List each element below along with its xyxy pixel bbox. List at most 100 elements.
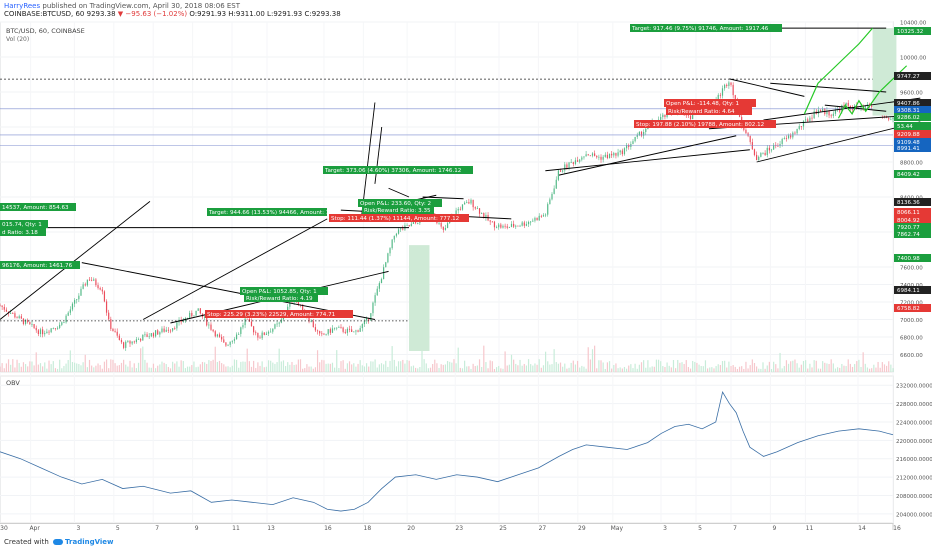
candle-body <box>52 328 54 330</box>
volume-bar <box>455 363 457 372</box>
candle-body <box>408 224 410 227</box>
volume-bar <box>466 366 468 372</box>
candle-body <box>478 208 481 214</box>
price-tick-label-12: 10400.00 <box>900 21 927 27</box>
price-tick-label-1: 6800.00 <box>900 336 923 342</box>
volume-bar <box>137 362 140 372</box>
candle-body <box>753 149 756 155</box>
candle-body <box>474 207 476 209</box>
volume-bar <box>438 367 440 372</box>
author-link[interactable]: HarryRees <box>4 2 41 10</box>
trend-line <box>142 218 328 320</box>
volume-bar <box>67 360 69 372</box>
candle-body <box>628 145 630 147</box>
volume-bar <box>651 366 653 372</box>
candle-body <box>470 199 472 204</box>
candle-body <box>549 199 551 205</box>
candle-body <box>14 313 16 318</box>
volume-bar <box>724 360 726 372</box>
candle-body <box>811 117 813 119</box>
candle-body <box>355 330 357 332</box>
candle-body <box>163 328 165 332</box>
volume-bar <box>687 367 689 372</box>
price-label-9: 8409.42 <box>897 172 920 178</box>
candle-body <box>73 300 76 304</box>
candle-body <box>133 341 135 343</box>
price-label-box-7 <box>894 138 931 146</box>
candle-body <box>608 153 611 159</box>
volume-bar <box>664 367 666 372</box>
price-label-box-3 <box>894 106 931 114</box>
candle-body <box>127 341 129 342</box>
volume-bar <box>280 361 282 372</box>
volume-bar <box>291 361 293 372</box>
volume-bar <box>46 368 48 372</box>
volume-bar <box>615 363 617 372</box>
volume-bar <box>257 362 259 372</box>
candle-body <box>542 215 545 217</box>
volume-bar <box>146 362 148 372</box>
volume-bar <box>389 360 391 372</box>
candle-body <box>140 339 142 341</box>
volume-bar <box>777 368 779 372</box>
candle-body <box>103 291 106 302</box>
volume-bar <box>790 361 792 372</box>
candle-body <box>142 334 144 341</box>
candle-body <box>216 334 218 337</box>
volume-bar <box>174 363 176 372</box>
candle-body <box>144 334 146 336</box>
volume-bar <box>636 368 638 372</box>
price-label-5: 53.44 <box>897 124 913 130</box>
volume-bar <box>387 366 389 372</box>
price-label-box-12 <box>894 216 931 224</box>
candle-body <box>189 312 191 318</box>
volume-bar <box>116 365 118 372</box>
volume-bar <box>787 363 790 372</box>
candle-body <box>227 344 229 346</box>
risk-reward-label-0-box <box>244 294 318 302</box>
footer-brand[interactable]: TradingView <box>65 538 114 546</box>
volume-bar <box>27 366 29 372</box>
volume-bar <box>325 363 327 372</box>
candle-body <box>623 148 626 155</box>
target-label-0-box <box>207 208 327 216</box>
candle-body <box>88 279 91 281</box>
volume-bar <box>278 348 280 372</box>
candle-body <box>579 159 581 162</box>
candle-body <box>12 313 14 314</box>
candle-body <box>259 337 261 339</box>
candle-body <box>617 152 619 156</box>
candle-body <box>29 322 31 325</box>
candle-body <box>777 145 779 147</box>
volume-bar <box>223 364 225 372</box>
volume-bar <box>608 361 611 372</box>
volume-bar <box>306 364 308 372</box>
volume-bar <box>231 365 233 372</box>
volume-bar <box>184 368 187 372</box>
volume-bar <box>212 359 214 372</box>
volume-bar <box>472 363 474 372</box>
candle-body <box>344 331 346 333</box>
volume-bar <box>679 362 681 372</box>
candle-body <box>33 324 35 328</box>
candle-body <box>809 117 811 122</box>
candle-body <box>664 114 666 117</box>
volume-bar <box>660 361 662 372</box>
candle-body <box>22 318 25 324</box>
obv-tick-label-6: 228000.0000 <box>896 402 932 408</box>
candle-body <box>86 279 88 286</box>
projected-path <box>837 65 908 119</box>
volume-bar <box>523 363 525 372</box>
candle-body <box>340 326 342 328</box>
target-label-0: Target: 944.66 (13.53%) 94466, Amount: 1 <box>208 210 330 216</box>
volume-bar <box>843 365 845 372</box>
volume-bar <box>807 368 809 372</box>
volume-bar <box>419 366 421 372</box>
candle-body <box>210 324 212 330</box>
volume-bar <box>572 360 574 372</box>
volume-bar <box>63 365 65 372</box>
volume-bar <box>336 350 338 372</box>
volume-bar <box>112 359 114 372</box>
candle-body <box>257 332 259 338</box>
